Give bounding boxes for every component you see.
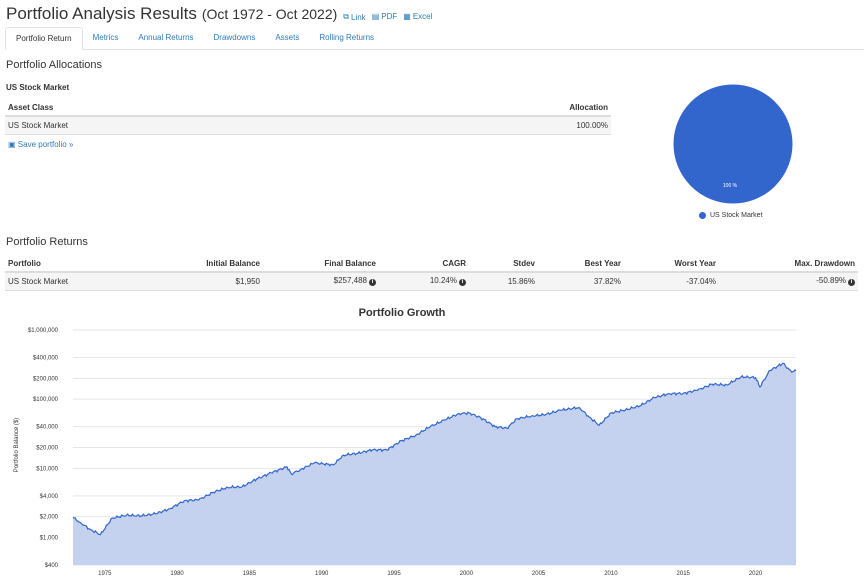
table-header-row: Asset Class Allocation: [5, 99, 611, 117]
y-tick-label: $200,000: [33, 376, 59, 382]
column-header: Max. Drawdown: [719, 255, 858, 273]
table-cell: -37.04%: [624, 272, 719, 291]
x-tick-label: 2005: [532, 571, 546, 577]
info-icon[interactable]: i: [848, 279, 855, 287]
tab-rolling-returns[interactable]: Rolling Returns: [319, 33, 375, 42]
returns-heading: Portfolio Returns: [6, 236, 88, 248]
y-tick-label: $4,000: [40, 494, 59, 500]
save-icon: ▣: [8, 140, 16, 149]
result-tabs: Portfolio Return Metrics Annual Returns …: [5, 27, 864, 50]
allocation-pie-chart: 100 %: [672, 83, 794, 205]
tab-assets[interactable]: Assets: [275, 33, 300, 42]
legend-marker: [699, 212, 706, 219]
legend-label: US Stock Market: [710, 212, 763, 219]
info-icon[interactable]: i: [369, 279, 376, 287]
column-header: Worst Year: [624, 255, 719, 273]
tab-drawdowns[interactable]: Drawdowns: [213, 33, 256, 42]
y-tick-label: $100,000: [33, 397, 59, 403]
pie-slice[interactable]: [672, 83, 794, 205]
table-cell: 37.82%: [538, 272, 624, 291]
allocation-table: Asset Class Allocation US Stock Market 1…: [5, 99, 611, 135]
table-cell: US Stock Market: [5, 116, 367, 135]
tab-annual-returns[interactable]: Annual Returns: [138, 33, 194, 42]
save-portfolio-link[interactable]: ▣ Save portfolio »: [8, 140, 74, 149]
y-tick-label: $400,000: [33, 356, 59, 362]
x-tick-label: 1975: [98, 571, 112, 577]
x-tick-label: 2015: [677, 571, 691, 577]
tab-portfolio-return[interactable]: Portfolio Return: [5, 27, 83, 50]
x-tick-label: 1995: [387, 571, 401, 577]
info-icon[interactable]: i: [459, 279, 466, 287]
y-tick-label: $10,000: [36, 466, 58, 472]
y-tick-label: $1,000: [40, 535, 59, 541]
y-tick-label: $40,000: [36, 425, 58, 431]
x-tick-label: 1980: [170, 571, 184, 577]
column-header: Stdev: [469, 255, 538, 273]
x-tick-label: 1990: [315, 571, 329, 577]
y-tick-label: $1,000,000: [28, 328, 59, 334]
column-header: Best Year: [538, 255, 624, 273]
pie-legend: US Stock Market: [699, 212, 763, 219]
y-tick-labels: $1,000,000 $400,000 $200,000 $100,000 $40,00…: [28, 328, 59, 569]
table-cell: 10.24% i: [379, 272, 469, 291]
table-header-row: Portfolio Initial Balance Final Balance …: [5, 255, 858, 273]
y-tick-label: $20,000: [36, 446, 58, 452]
table-cell: 15.86%: [469, 272, 538, 291]
column-header: Allocation: [366, 99, 611, 117]
x-tick-label: 1985: [243, 571, 257, 577]
y-tick-label: $2,000: [40, 515, 59, 521]
pie-slice-label: 100 %: [723, 183, 738, 189]
column-header: Initial Balance: [155, 255, 263, 273]
y-axis-label: Portfolio Balance ($): [14, 418, 20, 472]
table-cell: $257,488 i: [263, 272, 379, 291]
excel-icon: ▦: [403, 12, 411, 21]
column-header: CAGR: [379, 255, 469, 273]
returns-table: Portfolio Initial Balance Final Balance …: [5, 255, 858, 291]
allocations-heading: Portfolio Allocations: [6, 59, 102, 71]
table-cell: -50.89% i: [719, 272, 858, 291]
table-row: US Stock Market 100.00%: [5, 116, 611, 135]
table-cell: US Stock Market: [5, 272, 155, 291]
date-range: (Oct 1972 - Oct 2022): [201, 6, 338, 22]
link-link[interactable]: ⧉ Link: [343, 12, 366, 22]
x-tick-label: 2020: [749, 571, 763, 577]
table-row: US Stock Market $1,950 $257,488 i 10.24% i…: [5, 272, 858, 291]
tab-metrics[interactable]: Metrics: [92, 33, 119, 42]
column-header: Portfolio: [5, 255, 155, 273]
growth-area: [73, 363, 796, 565]
chart-title: Portfolio Growth: [359, 307, 446, 319]
x-tick-label: 2000: [460, 571, 474, 577]
table-cell: $1,950: [155, 272, 263, 291]
pdf-icon: ▤: [371, 12, 380, 21]
column-header: Asset Class: [5, 99, 367, 117]
page-header: Portfolio Analysis Results (Oct 1972 - O…: [6, 4, 432, 26]
growth-line[interactable]: [72, 362, 797, 536]
table-cell: 100.00%: [366, 116, 611, 135]
column-header: Final Balance: [263, 255, 379, 273]
allocations-subheading: US Stock Market: [6, 83, 70, 92]
external-link-icon: ⧉: [343, 12, 349, 21]
portfolio-growth-chart: Portfolio Growth Portfolio Balance ($) $…: [14, 307, 797, 577]
x-tick-labels: 1975 1980 1985 1990 1995 2000 2005 2010 2015 2020: [98, 571, 763, 577]
page-title: Portfolio Analysis Results: [6, 4, 197, 23]
excel-link[interactable]: ▦ Excel: [403, 12, 433, 21]
x-tick-label: 2010: [604, 571, 618, 577]
pdf-link[interactable]: ▤ PDF: [371, 12, 398, 21]
y-tick-label: $400: [45, 563, 59, 569]
